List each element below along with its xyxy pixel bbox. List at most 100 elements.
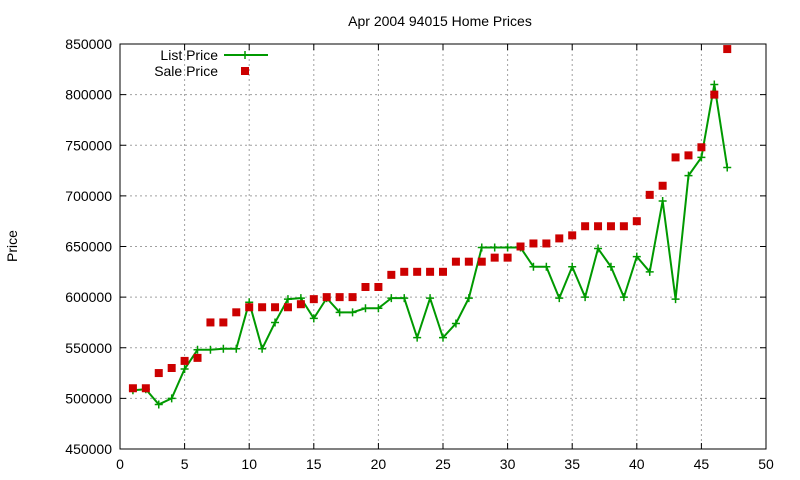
sale-price-point [193, 353, 202, 362]
sale-price-point [413, 267, 422, 276]
x-tick-label: 5 [181, 456, 189, 472]
sale-price-point [606, 222, 615, 231]
list-price-point [335, 308, 344, 317]
x-tick-label: 25 [435, 456, 451, 472]
list-price-point [439, 333, 447, 342]
sale-price-point [219, 318, 228, 327]
sale-price-point [619, 222, 628, 231]
sale-price-point [400, 267, 409, 276]
legend-label-sale-price: Sale Price [154, 63, 218, 79]
sale-price-point [180, 356, 189, 365]
list-price-point [387, 294, 396, 303]
list-price-point [271, 318, 280, 327]
sale-price-point [128, 384, 137, 393]
sale-price-point [671, 153, 680, 162]
list-price-point [180, 365, 189, 374]
axes: 0 5 10 15 20 25 30 35 40 45 50 450000 500000 550000 60… [65, 36, 774, 472]
sale-price-point [516, 242, 525, 251]
x-tick-label: 15 [306, 456, 322, 472]
sale-price-point [684, 151, 693, 160]
y-tick-label: 800000 [65, 87, 112, 103]
list-price-point [723, 163, 732, 172]
list-price-point [167, 394, 176, 403]
x-tick-label: 30 [500, 456, 516, 472]
list-price-point [684, 171, 693, 180]
plot-area [128, 45, 732, 409]
sale-price-point [568, 231, 577, 240]
list-price-point [658, 196, 667, 205]
sale-price-point [374, 283, 383, 291]
list-price-point [426, 294, 435, 303]
sale-price-point [529, 239, 538, 248]
sale-price-point [348, 293, 357, 302]
sale-price-point [632, 217, 641, 226]
list-price-point [400, 294, 409, 303]
list-price-point [348, 308, 357, 317]
x-tick-label: 50 [758, 456, 774, 472]
list-price-point [619, 293, 628, 302]
list-price-point [374, 304, 383, 313]
sale-price-point [490, 253, 499, 262]
list-price-point [361, 304, 370, 313]
y-tick-label: 700000 [65, 188, 112, 204]
x-tick-label: 0 [116, 456, 124, 472]
list-price-point [606, 262, 615, 271]
x-tick-label: 45 [694, 456, 710, 472]
sale-price-point [555, 234, 564, 243]
sale-price-point [426, 267, 435, 276]
list-price-point [219, 344, 228, 353]
sale-price-point [464, 257, 473, 266]
y-tick-label: 850000 [65, 36, 112, 52]
y-tick-label: 650000 [65, 239, 112, 255]
sale-price-point [581, 222, 590, 231]
list-price-point [671, 295, 680, 304]
sale-price-point [141, 384, 150, 393]
sale-price-point [503, 253, 512, 262]
list-price-point [594, 244, 603, 253]
sale-price-point [477, 257, 486, 266]
list-price-point [232, 344, 241, 353]
sale-price-point [309, 295, 318, 304]
y-axis-label: Price [4, 230, 20, 262]
chart-title: Apr 2004 94015 Home Prices [348, 13, 532, 29]
list-price-point [581, 293, 590, 302]
sale-price-point [296, 300, 305, 309]
sale-price-point [361, 283, 370, 291]
legend-label-list-price: List Price [160, 47, 218, 63]
sale-price-point [283, 303, 292, 312]
list-price-point [632, 252, 641, 261]
sale-price-point [322, 293, 331, 302]
y-tick-label: 600000 [65, 289, 112, 305]
sale-price-point [167, 364, 176, 372]
list-price-point [477, 243, 486, 252]
sale-price-point [451, 257, 460, 266]
sale-price-point [271, 303, 280, 312]
list-price-point [154, 400, 163, 409]
sale-price-point [335, 293, 344, 302]
sale-price-point [542, 239, 551, 248]
y-tick-label: 450000 [65, 441, 112, 457]
sale-price-point [710, 90, 719, 99]
legend-marker-sale-price [241, 67, 249, 75]
sale-price-point [439, 267, 447, 276]
list-price-point [464, 294, 473, 303]
legend: List Price Sale Price [154, 47, 268, 79]
legend-marker-list-price [241, 51, 249, 59]
list-price-point [710, 80, 719, 89]
sale-price-point [645, 190, 654, 199]
sale-price-point [723, 45, 732, 54]
list-price-point [283, 295, 292, 304]
list-price-point [309, 314, 318, 323]
list-price-point [645, 267, 654, 276]
list-price-point [503, 243, 512, 252]
sale-price-point [154, 369, 163, 378]
y-tick-label: 750000 [65, 137, 112, 153]
list-price-point [697, 153, 706, 162]
list-price-point [413, 333, 422, 342]
x-tick-label: 10 [241, 456, 257, 472]
x-tick-label: 40 [629, 456, 645, 472]
list-price-point [451, 319, 460, 328]
list-price-point [555, 294, 564, 303]
